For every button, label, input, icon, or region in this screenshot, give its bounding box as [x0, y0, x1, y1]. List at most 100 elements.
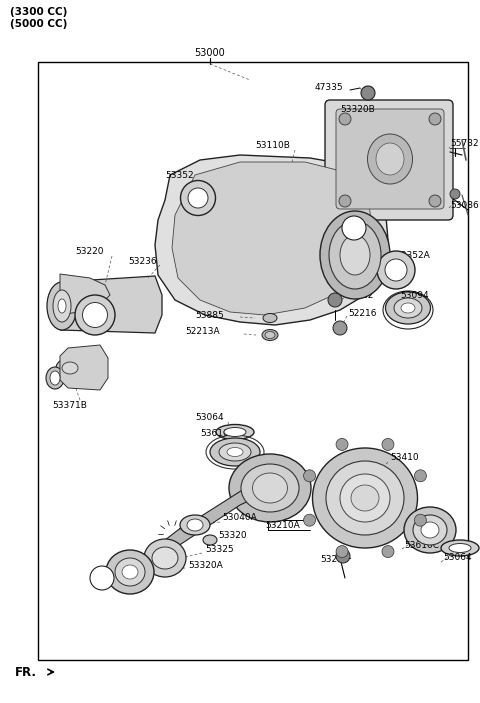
Ellipse shape	[58, 299, 66, 313]
Circle shape	[333, 321, 347, 335]
Ellipse shape	[351, 485, 379, 511]
Polygon shape	[172, 162, 372, 315]
Text: 53236: 53236	[128, 257, 156, 266]
Ellipse shape	[106, 550, 154, 594]
Ellipse shape	[144, 539, 186, 577]
Text: 53086: 53086	[450, 200, 479, 209]
Ellipse shape	[385, 292, 431, 324]
Circle shape	[414, 514, 426, 527]
Ellipse shape	[368, 134, 412, 184]
Ellipse shape	[50, 371, 60, 385]
Text: 53885: 53885	[195, 311, 224, 319]
Ellipse shape	[320, 211, 390, 299]
Circle shape	[336, 546, 348, 557]
Ellipse shape	[385, 259, 407, 281]
Text: 53325: 53325	[205, 546, 234, 555]
Ellipse shape	[46, 367, 64, 389]
Circle shape	[303, 470, 315, 482]
Text: 53064: 53064	[195, 413, 224, 423]
Ellipse shape	[340, 474, 390, 522]
Text: 53215: 53215	[320, 555, 348, 565]
Text: A: A	[99, 574, 105, 583]
Ellipse shape	[329, 221, 381, 289]
Text: 53352: 53352	[165, 171, 193, 179]
Circle shape	[336, 439, 348, 451]
Text: 53320B: 53320B	[340, 105, 375, 115]
Polygon shape	[163, 482, 265, 548]
Text: 53371B: 53371B	[52, 401, 87, 410]
Text: 53064: 53064	[443, 553, 472, 562]
Text: FR.: FR.	[15, 666, 37, 678]
Text: 53352A: 53352A	[395, 250, 430, 259]
Ellipse shape	[241, 464, 299, 512]
Ellipse shape	[219, 443, 251, 461]
Circle shape	[429, 113, 441, 125]
Ellipse shape	[263, 314, 277, 323]
Circle shape	[336, 549, 350, 563]
Text: 52212: 52212	[345, 290, 373, 299]
Ellipse shape	[210, 438, 260, 466]
Circle shape	[414, 470, 426, 482]
Ellipse shape	[265, 332, 275, 339]
Ellipse shape	[115, 558, 145, 586]
Ellipse shape	[180, 181, 216, 216]
Circle shape	[382, 546, 394, 557]
Ellipse shape	[404, 507, 456, 553]
Ellipse shape	[262, 330, 278, 340]
Ellipse shape	[401, 303, 415, 313]
Bar	[38, 62, 468, 660]
Ellipse shape	[441, 540, 479, 556]
Circle shape	[450, 189, 460, 199]
Circle shape	[328, 293, 342, 307]
Ellipse shape	[187, 519, 203, 531]
Circle shape	[339, 195, 351, 207]
Text: A: A	[351, 224, 357, 233]
Ellipse shape	[203, 535, 217, 545]
Ellipse shape	[75, 295, 115, 335]
Ellipse shape	[449, 543, 471, 553]
Ellipse shape	[216, 425, 254, 439]
Ellipse shape	[340, 235, 370, 275]
Polygon shape	[155, 155, 388, 325]
Text: 53040A: 53040A	[222, 513, 257, 522]
Ellipse shape	[377, 251, 415, 289]
Circle shape	[339, 113, 351, 125]
Ellipse shape	[53, 290, 71, 322]
Text: 53610C: 53610C	[200, 429, 235, 437]
Ellipse shape	[227, 448, 243, 456]
Polygon shape	[60, 345, 108, 390]
Polygon shape	[60, 274, 110, 315]
Circle shape	[361, 86, 375, 100]
Ellipse shape	[56, 358, 84, 378]
Ellipse shape	[252, 473, 288, 503]
Ellipse shape	[376, 143, 404, 175]
Ellipse shape	[413, 515, 447, 545]
Text: 53320A: 53320A	[188, 560, 223, 569]
Text: 52213A: 52213A	[185, 328, 220, 337]
Ellipse shape	[122, 565, 138, 579]
Ellipse shape	[229, 454, 311, 522]
Text: (3300 CC): (3300 CC)	[10, 7, 67, 17]
Circle shape	[429, 195, 441, 207]
Ellipse shape	[326, 461, 404, 535]
FancyBboxPatch shape	[336, 109, 444, 209]
Ellipse shape	[180, 515, 210, 535]
Ellipse shape	[188, 188, 208, 208]
Text: (5000 CC): (5000 CC)	[10, 19, 67, 29]
Ellipse shape	[312, 448, 418, 548]
Text: 53610C: 53610C	[404, 541, 439, 550]
Text: 53320: 53320	[218, 531, 247, 539]
Ellipse shape	[83, 302, 108, 328]
Text: 52216: 52216	[348, 309, 376, 318]
Text: 53000: 53000	[194, 48, 226, 58]
Circle shape	[382, 439, 394, 451]
Text: 53410: 53410	[390, 453, 419, 463]
Text: 53110B: 53110B	[255, 141, 290, 150]
Text: 55732: 55732	[450, 138, 479, 148]
Ellipse shape	[224, 427, 246, 437]
Circle shape	[303, 514, 315, 527]
Circle shape	[342, 216, 366, 240]
Text: 53094: 53094	[400, 290, 429, 299]
Ellipse shape	[152, 547, 178, 569]
FancyBboxPatch shape	[325, 100, 453, 220]
